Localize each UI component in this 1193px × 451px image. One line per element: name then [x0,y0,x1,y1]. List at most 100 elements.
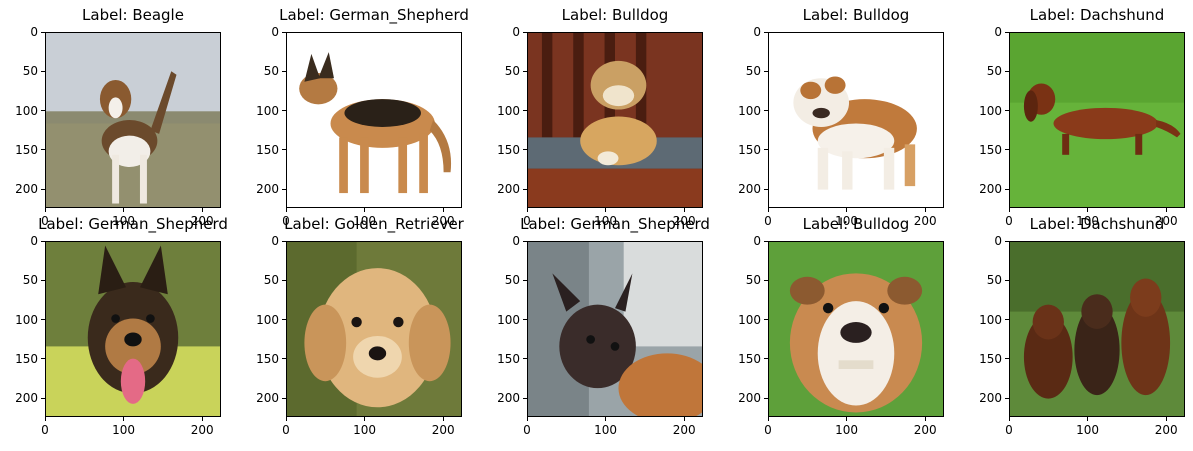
dog-image [768,241,944,417]
y-tick-label: 50 [504,64,520,79]
subplot-title: Label: Dachshund [1029,215,1165,233]
y-tick-label: 100 [738,312,761,327]
y-tick [523,31,527,33]
x-tick-label: 200 [431,423,455,437]
x-tick [846,417,848,421]
x-tick-label: 200 [672,214,696,228]
y-tick-label: 150 [256,142,279,157]
y-tick [764,149,768,151]
y-tick-label: 100 [979,103,1002,118]
y-tick [41,188,45,190]
y-tick-label: 50 [504,273,520,288]
x-tick-label: 0 [764,214,772,228]
y-tick-label: 150 [497,351,520,366]
x-tick [767,417,769,421]
y-tick [764,188,768,190]
x-tick [123,417,125,421]
y-tick [282,70,286,72]
y-tick-label: 100 [497,103,520,118]
y-tick-label: 0 [994,25,1002,39]
y-tick-label: 100 [15,312,38,327]
y-tick [523,358,527,360]
y-tick-label: 0 [512,234,520,248]
dog-image [768,32,944,208]
y-tick [282,279,286,281]
y-tick [523,240,527,242]
y-tick-label: 200 [497,391,520,406]
x-tick [44,208,46,212]
x-tick-label: 200 [672,423,696,437]
x-tick [44,417,46,421]
y-tick-label: 0 [271,25,279,39]
x-tick [846,208,848,212]
x-tick-label: 200 [913,214,937,228]
y-tick-label: 150 [738,351,761,366]
y-tick-label: 50 [263,273,279,288]
dog-image [45,241,221,417]
y-tick [41,31,45,33]
y-tick-label: 50 [986,273,1002,288]
x-tick [285,208,287,212]
y-tick [282,110,286,112]
y-tick-label: 50 [22,64,38,79]
x-tick [767,208,769,212]
x-tick [605,208,607,212]
subplot-title: Label: German_Shepherd [520,215,710,233]
y-tick-label: 200 [738,391,761,406]
y-tick [523,279,527,281]
x-tick-label: 100 [112,214,136,228]
y-tick [523,188,527,190]
x-tick [1087,417,1089,421]
x-tick-label: 200 [913,423,937,437]
x-tick [1165,208,1167,212]
x-tick-label: 100 [112,423,136,437]
x-tick-label: 100 [835,214,859,228]
y-tick [764,70,768,72]
y-tick [41,110,45,112]
x-tick [201,417,203,421]
y-tick-label: 200 [15,391,38,406]
x-tick-label: 100 [835,423,859,437]
y-tick [41,358,45,360]
x-tick [1008,417,1010,421]
x-tick-label: 0 [282,423,290,437]
x-tick [683,417,685,421]
y-tick [1005,358,1009,360]
y-tick-label: 0 [753,25,761,39]
y-tick [41,319,45,321]
y-tick-label: 100 [979,312,1002,327]
y-tick [282,149,286,151]
dog-image [45,32,221,208]
y-tick [764,110,768,112]
subplot-title: Label: Dachshund [1029,6,1165,24]
x-tick [442,417,444,421]
y-tick-label: 150 [979,142,1002,157]
y-tick [764,240,768,242]
y-tick-label: 100 [15,103,38,118]
y-tick-label: 50 [263,64,279,79]
y-tick-label: 150 [15,142,38,157]
y-tick-label: 200 [979,391,1002,406]
subplot-title: Label: German_Shepherd [38,215,228,233]
y-tick-label: 50 [986,64,1002,79]
y-tick-label: 150 [256,351,279,366]
y-tick [41,240,45,242]
x-tick-label: 0 [282,214,290,228]
x-tick-label: 0 [1005,214,1013,228]
y-tick [523,149,527,151]
subplot-title: Label: Golden_Retriever [284,215,464,233]
y-tick [1005,70,1009,72]
y-tick-label: 100 [256,103,279,118]
x-tick-label: 100 [1076,423,1100,437]
y-tick-label: 100 [497,312,520,327]
x-tick-label: 0 [1005,423,1013,437]
y-tick [523,70,527,72]
y-tick [282,397,286,399]
x-tick-label: 200 [1154,423,1178,437]
y-tick [523,319,527,321]
x-tick [1087,208,1089,212]
y-tick-label: 150 [979,351,1002,366]
x-tick-label: 0 [41,214,49,228]
y-tick [282,188,286,190]
